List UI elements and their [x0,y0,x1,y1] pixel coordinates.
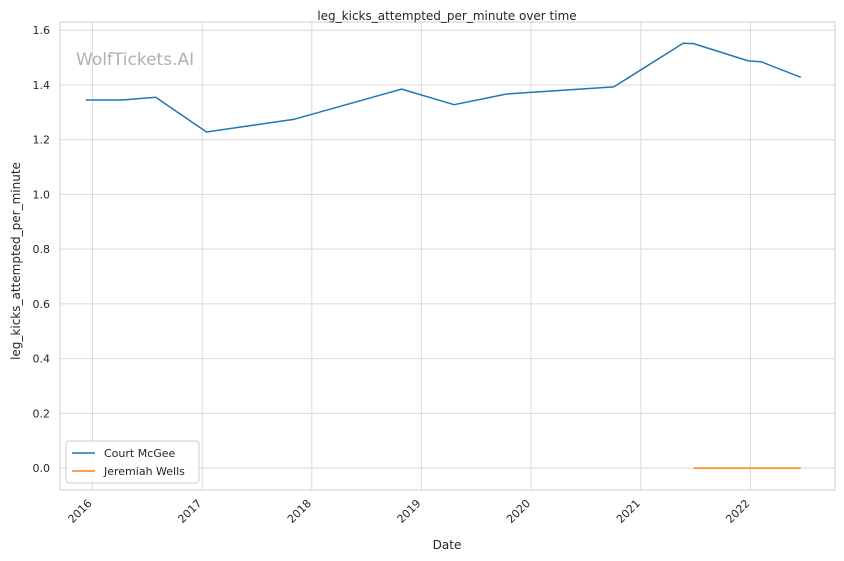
legend-label-jeremiah-wells: Jeremiah Wells [103,465,185,478]
grid [60,22,835,490]
legend: Court McGee Jeremiah Wells [65,440,200,484]
y-tick-label: 0.4 [33,353,51,366]
plot-area-frame [59,21,836,491]
y-tick-label: 0.0 [33,462,51,475]
legend-box [65,440,200,484]
y-tick-label: 0.2 [33,407,51,420]
y-tick-label: 0.8 [33,243,51,256]
legend-label-court-mcgee: Court McGee [104,447,176,460]
y-tick-label: 0.6 [33,298,51,311]
series-line-court-mcgee [85,42,802,133]
watermark: WolfTickets.AI [76,50,194,70]
series-lines [85,42,802,469]
x-axis-title: Date [433,538,462,552]
y-axis-title: leg_kicks_attempted_per_minute [9,162,23,360]
y-tick-label: 1.6 [33,24,51,37]
y-axis-ticks: 0.0 0.2 0.4 0.6 0.8 1.0 1.2 1.4 1.6 [33,24,51,475]
y-tick-label: 1.0 [33,188,51,201]
y-tick-label: 1.4 [33,79,51,92]
chart-title: leg_kicks_attempted_per_minute over time [317,9,576,23]
y-tick-label: 1.2 [33,134,51,147]
